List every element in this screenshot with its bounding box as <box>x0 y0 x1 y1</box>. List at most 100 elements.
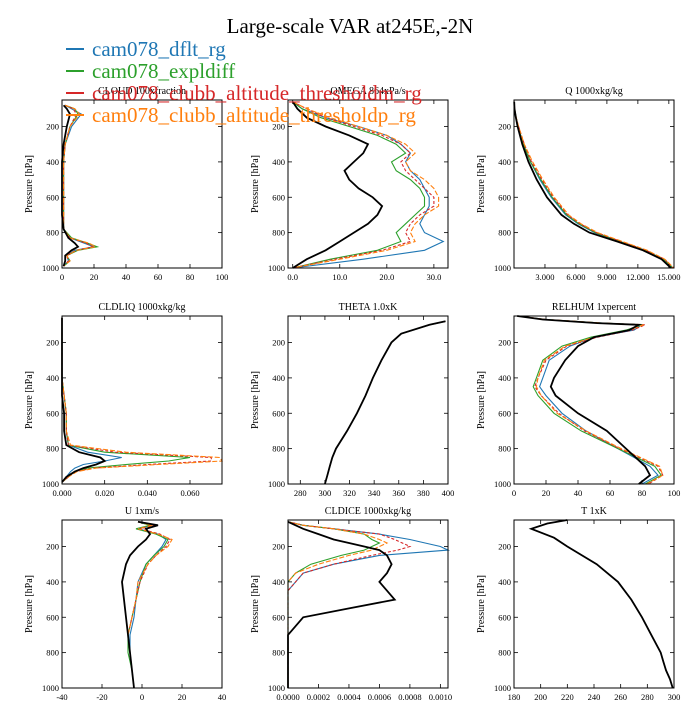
y-axis-label: Pressure [hPa] <box>250 371 261 429</box>
panel-title: THETA 1.0xK <box>339 302 398 313</box>
y-tick-label: 600 <box>272 612 285 622</box>
series-line <box>513 101 675 269</box>
y-tick-label: 400 <box>498 577 511 587</box>
series-line <box>63 104 94 267</box>
x-tick-label: 30.0 <box>426 272 441 282</box>
x-tick-label: 20 <box>90 272 99 282</box>
y-axis-label: Pressure [hPa] <box>250 155 261 213</box>
x-tick-label: 40 <box>574 488 583 498</box>
x-tick-label: 0.020 <box>95 488 114 498</box>
x-tick-label: 40 <box>122 272 131 282</box>
y-tick-label: 200 <box>272 542 285 552</box>
legend-swatch <box>66 48 84 50</box>
legend-item: cam078_clubb_altitude_thresholdp_rg <box>66 104 422 126</box>
y-tick-label: 1000 <box>494 263 511 273</box>
plot-frame <box>513 519 675 689</box>
x-tick-label: 340 <box>368 488 381 498</box>
plot-frame <box>287 99 449 269</box>
x-tick-label: 0.0 <box>287 272 298 282</box>
x-tick-label: 100 <box>216 272 229 282</box>
y-tick-label: 600 <box>272 408 285 418</box>
y-tick-label: 400 <box>272 157 285 167</box>
y-tick-label: 800 <box>498 444 511 454</box>
series-line <box>63 104 98 267</box>
x-tick-label: 12.000 <box>626 272 649 282</box>
panel-title: Q 1000xkg/kg <box>565 86 623 97</box>
x-tick-label: 9.000 <box>597 272 616 282</box>
legend-label: cam078_clubb_altitude_thresholdp_rg <box>92 103 416 127</box>
y-tick-label: 200 <box>272 338 285 348</box>
y-tick-label: 800 <box>46 228 59 238</box>
series-line <box>324 320 446 485</box>
series-line <box>513 101 674 269</box>
y-axis-label: Pressure [hPa] <box>476 155 487 213</box>
series-line <box>324 320 446 485</box>
series-line <box>517 315 664 485</box>
x-tick-label: 6.000 <box>566 272 585 282</box>
x-tick-label: 0 <box>512 488 516 498</box>
series-line <box>324 320 446 485</box>
x-tick-label: 0.0000 <box>276 692 299 700</box>
y-tick-label: 1000 <box>494 479 511 489</box>
x-tick-label: 0.0004 <box>337 692 361 700</box>
x-tick-label: 0.060 <box>180 488 199 498</box>
x-tick-label: 0.040 <box>138 488 157 498</box>
panel-title: OMEGA 864xPa/s <box>330 86 405 97</box>
x-tick-label: 15.000 <box>657 272 680 282</box>
plot-frame <box>513 315 675 485</box>
y-tick-label: 200 <box>498 122 511 132</box>
series-line <box>287 520 397 688</box>
figure-title: Large-scale VAR at245E,-2N <box>226 14 474 38</box>
series-line <box>121 520 159 689</box>
x-tick-label: 80 <box>638 488 647 498</box>
series-line <box>529 519 674 689</box>
x-tick-label: 220 <box>561 692 574 700</box>
panel-title: CLOUD 100xfraction <box>98 86 186 97</box>
series-line <box>292 101 440 269</box>
series-line <box>291 101 384 269</box>
x-tick-label: 20 <box>542 488 551 498</box>
x-tick-label: 240 <box>588 692 601 700</box>
x-tick-label: 0.0008 <box>398 692 421 700</box>
y-tick-label: 800 <box>272 444 285 454</box>
x-tick-label: -20 <box>96 692 107 700</box>
y-axis-label: Pressure [hPa] <box>250 575 261 633</box>
y-tick-label: 200 <box>46 122 59 132</box>
y-tick-label: 600 <box>46 612 59 622</box>
series-line <box>513 101 674 269</box>
series-line <box>324 320 446 485</box>
x-tick-label: 0.000 <box>52 488 71 498</box>
x-tick-label: 60 <box>154 272 163 282</box>
y-tick-label: 1000 <box>42 683 59 693</box>
legend-label: cam078_dflt_rg <box>92 37 226 61</box>
x-tick-label: 360 <box>392 488 405 498</box>
series-line <box>61 317 223 483</box>
x-tick-label: 0.0002 <box>307 692 330 700</box>
y-tick-label: 1000 <box>42 479 59 489</box>
legend: cam078_dflt_rg cam078_expldiff cam078_cl… <box>66 38 422 126</box>
x-tick-label: 0.0006 <box>368 692 391 700</box>
series-line <box>517 315 663 485</box>
y-tick-label: 200 <box>272 122 285 132</box>
y-tick-label: 800 <box>272 648 285 658</box>
legend-swatch <box>66 114 84 116</box>
series-line <box>324 320 446 485</box>
x-tick-label: 80 <box>186 272 195 282</box>
y-tick-label: 1000 <box>268 683 285 693</box>
x-tick-label: 200 <box>534 692 547 700</box>
legend-label: cam078_clubb_altitude_thresholdm_rg <box>92 81 422 105</box>
panel-title: RELHUM 1xpercent <box>552 302 636 313</box>
x-tick-label: 280 <box>641 692 654 700</box>
series-line <box>287 521 412 688</box>
panel-title: U 1xm/s <box>125 506 159 517</box>
x-tick-label: 0 <box>140 692 144 700</box>
x-tick-label: -40 <box>56 692 67 700</box>
x-tick-label: 20 <box>178 692 187 700</box>
panel-title: CLDICE 1000xkg/kg <box>325 506 411 517</box>
legend-swatch <box>66 70 84 72</box>
y-tick-label: 400 <box>46 577 59 587</box>
series-line <box>529 519 674 689</box>
y-tick-label: 600 <box>498 192 511 202</box>
legend-item: cam078_dflt_rg <box>66 38 422 60</box>
series-line <box>129 521 167 689</box>
